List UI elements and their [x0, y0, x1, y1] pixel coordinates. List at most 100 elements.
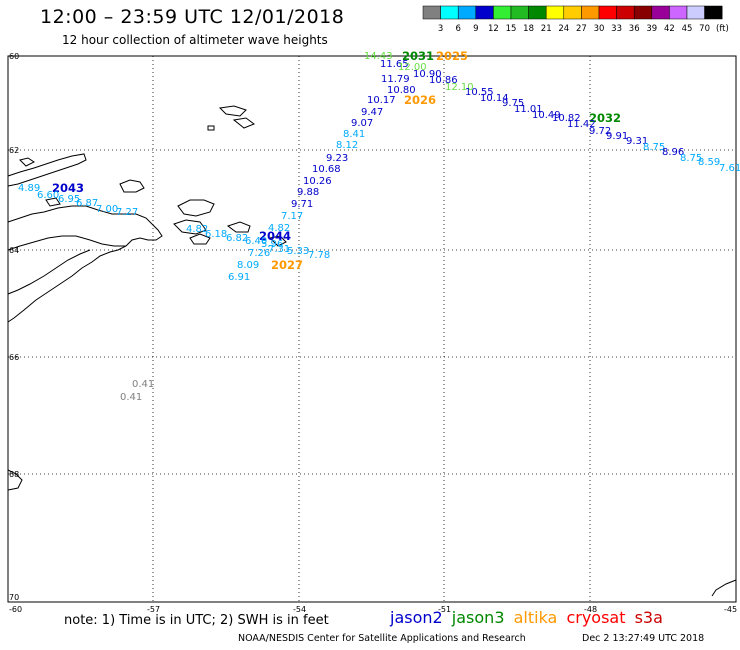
lon-labels: -60 -57 -54 -51 -48 -45 — [9, 605, 737, 614]
island-11 — [268, 235, 287, 247]
lat-label: 60 — [9, 52, 19, 61]
wave-height-value: 0.41 — [132, 379, 154, 390]
island-8 — [207, 125, 215, 131]
satellite-jason2: jason2 — [390, 608, 443, 627]
color-scale-label: 27 — [576, 24, 587, 34]
wave-height-value: 12.10 — [445, 82, 474, 93]
color-scale-label: 36 — [629, 24, 640, 34]
wave-height-value: 10.82 — [552, 113, 581, 124]
wave-height-value: 9.88 — [297, 187, 319, 198]
pass-labels: 2031 2025 2026 2032 2043 2044 2027 — [52, 49, 621, 272]
satellite-cryosat: cryosat — [566, 608, 626, 627]
wave-height-value: 10.17 — [367, 95, 396, 106]
wave-height-value: 9.07 — [351, 118, 373, 129]
island-1 — [119, 179, 145, 193]
wave-height-value: 11.79 — [381, 74, 410, 85]
wave-height-value: 6.18 — [205, 229, 227, 240]
wave-height-value: 11.42 — [567, 119, 596, 130]
pass-label: 2031 — [402, 49, 434, 63]
wave-height-value: 8.12 — [336, 140, 358, 151]
wave-height-value: 10.68 — [312, 164, 341, 175]
wave-height-value: 7.26 — [248, 248, 270, 259]
wave-height-value: 5.96 — [261, 239, 283, 250]
credit-agency: NOAA/NESDIS Center for Satellite Applica… — [238, 633, 526, 644]
wave-height-value: 5.33 — [287, 246, 309, 257]
island-6 — [218, 105, 247, 117]
wave-height-value: 9.72 — [589, 126, 611, 137]
island-5 — [189, 233, 211, 245]
wave-height-value: 10.80 — [387, 85, 416, 96]
lat-label: 66 — [9, 353, 19, 362]
wave-height-value: 10.14 — [480, 93, 509, 104]
coastline-greenland-lower — [7, 249, 91, 295]
wave-height-value: 4.82 — [186, 224, 208, 235]
satellite-legend: jason2 jason3 altika cryosat s3a — [390, 608, 667, 627]
color-scale-label: 18 — [523, 24, 534, 34]
wave-height-value: 8.96 — [662, 147, 684, 158]
color-scale-label: 24 — [558, 24, 569, 34]
coastline-labrador — [711, 579, 737, 597]
wave-height-value: 7.61 — [719, 163, 740, 174]
wave-height-value: 10.55 — [465, 87, 494, 98]
wave-height-value: 8.75 — [643, 142, 665, 153]
pass-label: 2025 — [436, 49, 468, 63]
color-scale-legend: 3 6 9 12 15 18 21 24 27 30 33 36 39 42 45 70 (ft) — [422, 5, 729, 34]
wave-height-value: 10.49 — [532, 110, 561, 121]
island-10 — [45, 197, 61, 207]
pass-label: 2043 — [52, 181, 84, 195]
wave-height-value: 7.17 — [281, 211, 303, 222]
coastline-greenland-main — [7, 205, 163, 323]
color-scale-label: 30 — [594, 24, 605, 34]
island-4 — [226, 221, 251, 233]
wave-height-value: 4.89 — [18, 183, 40, 194]
coastline-fjord-north — [7, 153, 87, 187]
lon-label: -48 — [584, 605, 597, 614]
wave-height-value: 11.65 — [380, 59, 409, 70]
wave-height-value: 4.82 — [268, 223, 290, 234]
color-scale-label: 9 — [473, 24, 478, 34]
map-subtitle: 12 hour collection of altimeter wave hei… — [62, 33, 328, 47]
lon-label: -51 — [438, 605, 451, 614]
pass-label: 2026 — [404, 93, 436, 107]
island-3 — [173, 219, 207, 235]
color-scale-label: 15 — [506, 24, 517, 34]
wave-height-value: 9.71 — [291, 199, 313, 210]
wave-height-value: 9.23 — [326, 153, 348, 164]
lat-label: 64 — [9, 246, 19, 255]
wave-height-value: 9.75 — [502, 98, 524, 109]
color-scale-label: 21 — [541, 24, 552, 34]
lon-label: -60 — [9, 605, 22, 614]
wave-height-value: 6.95 — [58, 194, 80, 205]
lon-label: -57 — [147, 605, 160, 614]
map-title: 12:00 – 23:59 UTC 12/01/2018 — [40, 6, 345, 28]
wave-height-value: 9.31 — [626, 136, 648, 147]
map-frame — [7, 55, 737, 603]
lon-label: -54 — [293, 605, 306, 614]
lat-labels: 60 62 64 66 68 70 — [9, 52, 19, 602]
lat-label: 62 — [9, 146, 19, 155]
wave-height-value: 8.59 — [698, 157, 720, 168]
graticule — [8, 56, 736, 602]
credit-timestamp: Dec 2 13:27:49 UTC 2018 — [582, 633, 705, 644]
wave-height-value: 10.86 — [429, 75, 458, 86]
coastlines — [7, 105, 737, 597]
color-scale-label: 39 — [646, 24, 657, 34]
lat-label: 68 — [9, 470, 19, 479]
pass-label: 2032 — [589, 111, 621, 125]
coastline-east — [7, 469, 23, 491]
wave-height-value: 6.87 — [76, 198, 98, 209]
color-scale-label: 12 — [488, 24, 499, 34]
island-2 — [177, 199, 215, 217]
color-scale-label: 45 — [682, 24, 693, 34]
coastline-greenland-inner — [7, 235, 126, 251]
pass-label: 2044 — [259, 229, 291, 243]
color-scale-label: 6 — [455, 24, 460, 34]
wave-height-value: 9.91 — [606, 131, 628, 142]
pass-label: 2027 — [271, 258, 303, 272]
wave-height-value: 14.43 — [364, 51, 393, 62]
wave-height-value: 8.75 — [680, 153, 702, 164]
color-scale-unit: (ft) — [716, 24, 729, 34]
wave-height-value: 12.00 — [398, 62, 427, 73]
